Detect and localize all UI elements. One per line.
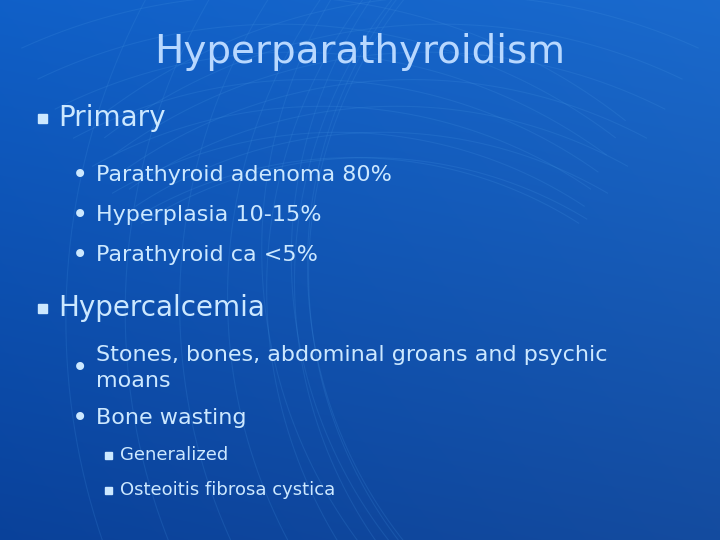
- Text: Parathyroid ca <5%: Parathyroid ca <5%: [96, 245, 318, 265]
- Text: •: •: [72, 201, 88, 229]
- Bar: [37, 113, 47, 123]
- Text: Hyperplasia 10-15%: Hyperplasia 10-15%: [96, 205, 322, 225]
- Bar: [37, 303, 47, 313]
- Text: •: •: [72, 161, 88, 189]
- Text: Hyperparathyroidism: Hyperparathyroidism: [155, 33, 565, 71]
- Text: •: •: [72, 354, 88, 382]
- Text: Parathyroid adenoma 80%: Parathyroid adenoma 80%: [96, 165, 392, 185]
- Text: Hypercalcemia: Hypercalcemia: [58, 294, 265, 322]
- Text: Stones, bones, abdominal groans and psychic
moans: Stones, bones, abdominal groans and psyc…: [96, 345, 608, 391]
- Text: Osteoitis fibrosa cystica: Osteoitis fibrosa cystica: [120, 481, 336, 499]
- Bar: [104, 451, 112, 458]
- Text: •: •: [72, 404, 88, 432]
- Bar: [104, 487, 112, 494]
- Text: Bone wasting: Bone wasting: [96, 408, 246, 428]
- Text: Primary: Primary: [58, 104, 166, 132]
- Text: Generalized: Generalized: [120, 446, 228, 464]
- Text: •: •: [72, 241, 88, 269]
